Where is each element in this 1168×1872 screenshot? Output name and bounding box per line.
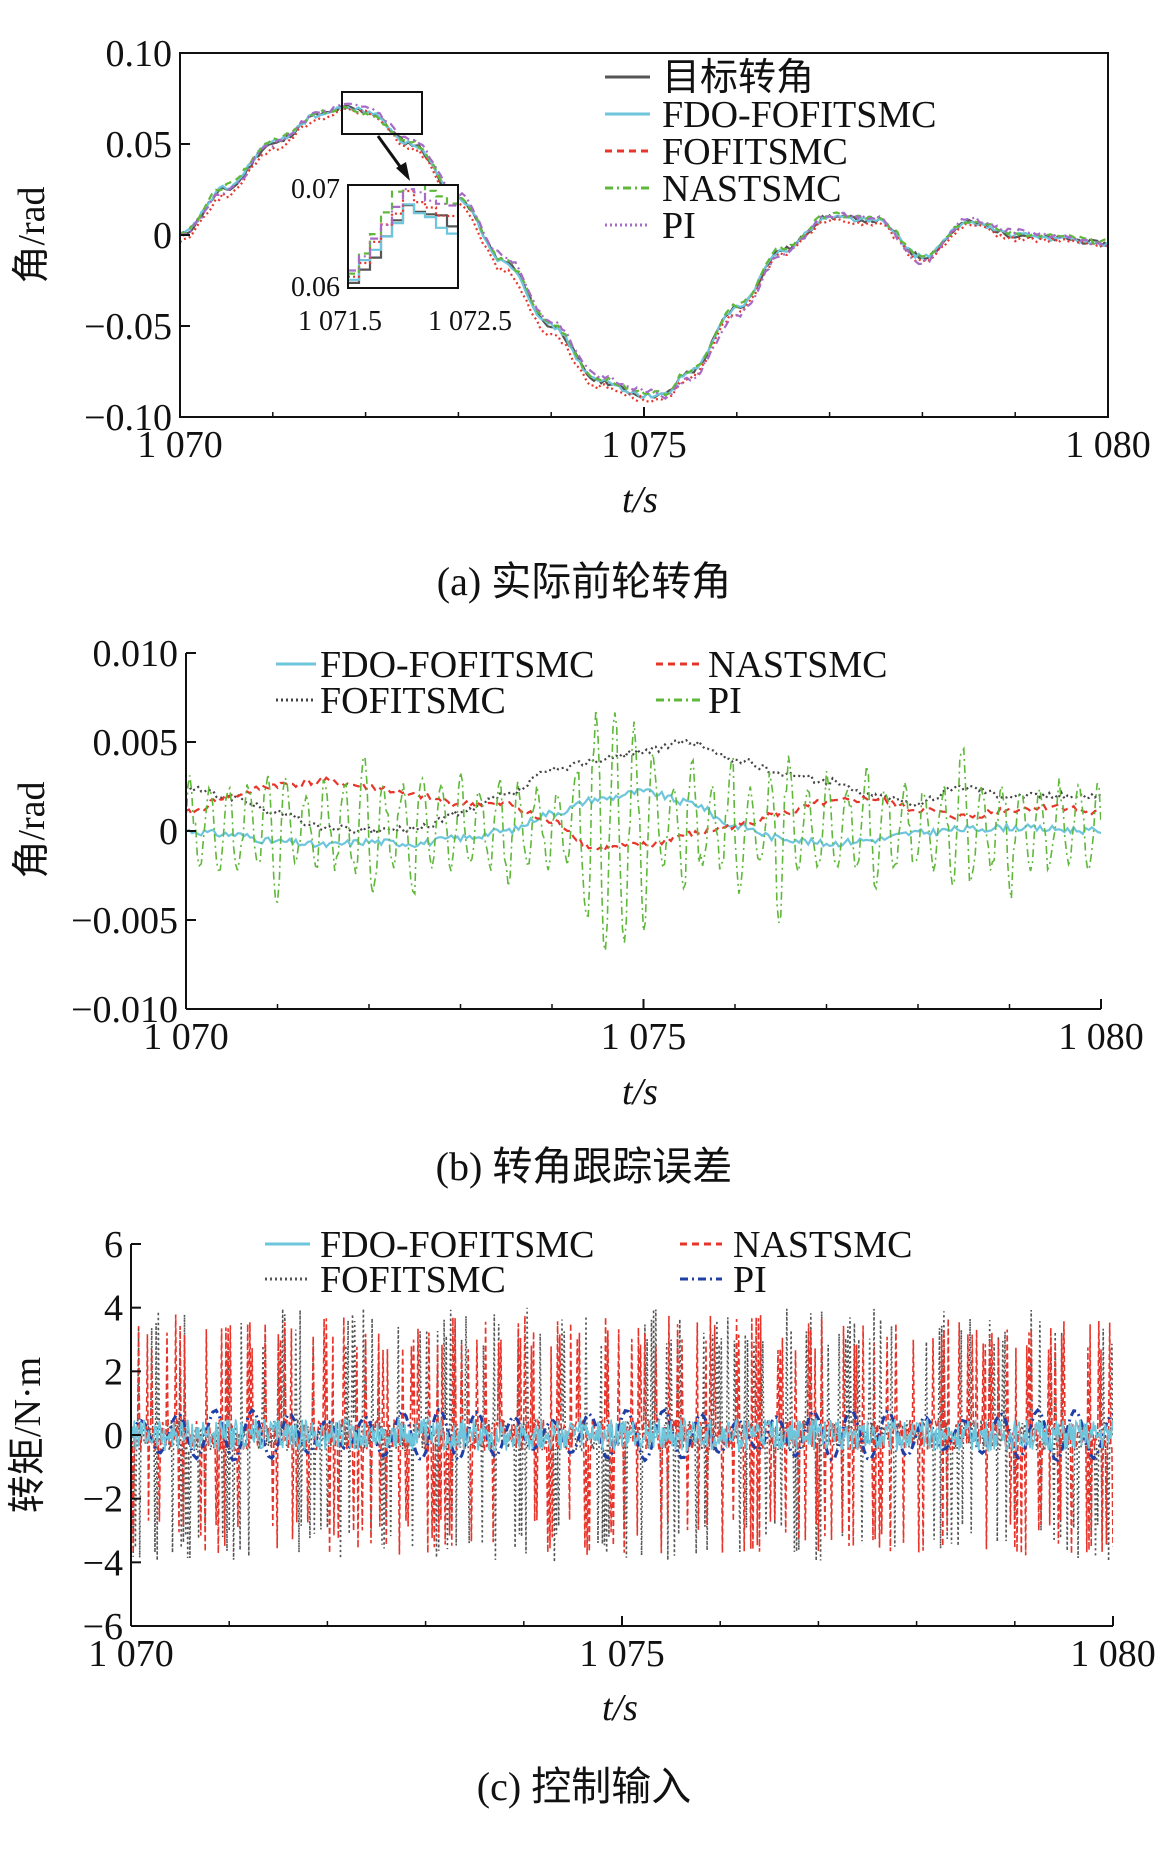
plot-b-caption: (b) 转角跟踪误差 [436,1144,733,1189]
inset: 0.07 0.06 1 071.5 1 072.5 [291,174,512,337]
plot-b-xlabel: t/s [622,1071,658,1113]
legend-c-label-pi: PI [733,1259,767,1301]
plot-b-ylabel: 角/rad [11,781,53,878]
plot-c-ytick-label: −4 [83,1542,123,1584]
zoom-arrow-head [396,162,410,181]
legend-b-label-fofitsmc: FOFITSMC [320,680,506,722]
plot-c-xtick-label: 1 070 [88,1633,174,1675]
legend-b-label-pi: PI [708,680,742,722]
plot-a-xlabel: t/s [622,479,658,521]
inset-series-pi [348,188,458,272]
plot-a-ytick-label: −0.05 [84,306,172,348]
plot-a-ylabel: 角/rad [11,186,53,283]
plot-b-ytick-label: −0.010 [71,989,178,1031]
plot-b-ytick-label: 0.010 [93,633,179,675]
series-c-fdo-fofitsmc [131,1416,1113,1454]
series-b-nastsmc [186,776,1101,854]
plot-a-lines [180,102,1108,403]
legend-c-label-fdo: FDO-FOFITSMC [320,1224,595,1266]
plot-c-lines [131,1307,1113,1563]
plot-b-ytick-label: 0 [159,811,178,853]
plot-c-caption: (c) 控制输入 [477,1764,691,1809]
plot-b-ytick-label: 0.005 [93,722,179,764]
legend-c-label-fofitsmc: FOFITSMC [320,1259,506,1301]
plot-c-ytick-label: −2 [83,1479,123,1521]
series-b-fdo-fofitsmc [186,788,1101,849]
plot-a-ytick-label: 0.05 [106,124,173,166]
plot-c-ytick-label: 6 [104,1224,123,1266]
zoom-region-box [341,91,423,135]
plot-c-ylabel: 转矩/N·m [7,1357,49,1513]
series-b-fofitsmc [186,738,1101,836]
legend-a-label-fdo: FDO-FOFITSMC [662,94,937,136]
plot-b-xtick-label: 1 080 [1058,1016,1144,1058]
plot-b-xtick-label: 1 070 [143,1016,229,1058]
legend-a-label-nastsmc: NASTSMC [662,168,842,210]
legend-a-label-pi: PI [662,205,696,247]
plot-a-ytick-label: 0 [153,215,172,257]
legend-b: FDO-FOFITSMC FOFITSMC NASTSMC PI [276,644,888,722]
series-a-pi [180,102,1108,400]
inset-series-nastsmc [348,185,458,275]
plot-c-axes: 6 4 2 0 −2 −4 −61 070 1 075 1 080 [83,1224,1156,1675]
plot-c-xlabel: t/s [602,1687,638,1729]
series-a-nastsmc [180,105,1108,397]
legend-a: 目标转角 FDO-FOFITSMC FOFITSMC NASTSMC PI [605,57,937,247]
plot-c-xtick-label: 1 075 [579,1633,665,1675]
plot-a-frame [179,52,1109,418]
plot-b-xtick-label: 1 075 [601,1016,687,1058]
plot-a-xtick-label: 1 080 [1065,424,1151,466]
plot-a-axes: 0.10 0.05 0 −0.05 −0.101 070 1 075 1 080 [84,33,1151,466]
panel-c: 6 4 2 0 −2 −4 −61 070 1 075 1 080 FDO-FOFITSMC F… [7,1224,1156,1809]
plot-a-xtick-label: 1 070 [137,424,223,466]
inset-xtick-left: 1 071.5 [298,306,382,337]
plot-c-xtick-label: 1 080 [1070,1633,1156,1675]
inset-background [348,185,458,288]
inset-ytick-bottom: 0.06 [291,272,340,303]
series-c-pi [131,1407,1113,1463]
plot-a-caption: (a) 实际前轮转角 [437,559,731,604]
plot-c-ytick-label: −6 [83,1606,123,1648]
legend-a-label-fofitsmc: FOFITSMC [662,131,848,173]
inset-frame [347,184,459,289]
plot-c-ytick-label: 2 [104,1351,123,1393]
plot-a-ytick-label: 0.10 [106,33,173,75]
legend-c-label-nastsmc: NASTSMC [733,1224,913,1266]
legend-b-label-nastsmc: NASTSMC [708,644,888,686]
panel-a: 0.10 0.05 0 −0.05 −0.101 070 1 075 1 080 0.07 … [11,33,1151,604]
legend-c: FDO-FOFITSMC FOFITSMC NASTSMC PI [265,1224,913,1301]
plot-a-xtick-label: 1 075 [601,424,687,466]
plot-c-ytick-label: 4 [104,1288,123,1330]
plot-b-ytick-label: −0.005 [71,900,178,942]
series-b-pi [186,709,1101,951]
inset-lines [348,185,458,284]
inset-xtick-right: 1 072.5 [428,306,512,337]
plot-a-ytick-label: −0.10 [84,397,172,439]
legend-b-label-fdo: FDO-FOFITSMC [320,644,595,686]
inset-ytick-top: 0.07 [291,174,340,205]
legend-a-label-target: 目标转角 [662,57,814,99]
plot-b-lines [186,709,1101,951]
plot-c-ytick-label: 0 [104,1415,123,1457]
